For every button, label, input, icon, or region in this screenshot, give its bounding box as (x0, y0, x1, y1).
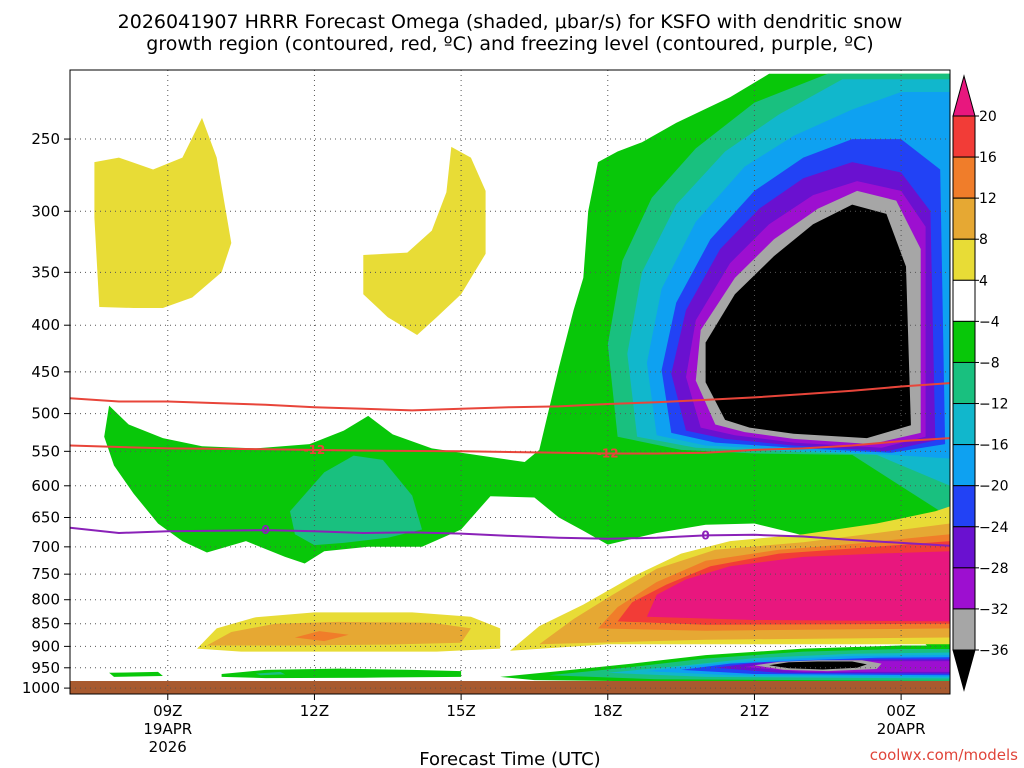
contour-label-2: 0 (261, 523, 269, 537)
x-tick-label-24: 00Z (886, 702, 915, 720)
colorbar-label-8: −16 (979, 438, 1009, 454)
y-tick-label-650: 650 (31, 508, 60, 526)
x-tick-label-9: 09Z (153, 702, 182, 720)
colorbar-label-5: −4 (979, 314, 1000, 330)
shaded-regions (94, 73, 950, 685)
omega-region-0 (94, 117, 232, 309)
credit-text: coolwx.com/models (870, 746, 1018, 764)
contour-label-3: 0 (701, 528, 709, 542)
colorbar-box-3 (952, 238, 976, 281)
y-tick-label-950: 950 (31, 659, 60, 677)
grid (70, 70, 950, 694)
colorbar-label-12: −32 (979, 602, 1009, 618)
colorbar-box-4 (952, 279, 976, 322)
y-tick-label-300: 300 (31, 202, 60, 220)
y-tick-label-850: 850 (31, 615, 60, 633)
colorbar-box-8 (952, 444, 976, 487)
y-tick-label-450: 450 (31, 363, 60, 381)
y-tick-label-350: 350 (31, 263, 60, 281)
chart-title: 2026041907 HRRR Forecast Omega (shaded, … (118, 11, 903, 33)
x-tick-label-21: 21Z (740, 702, 769, 720)
omega-region-30 (221, 668, 462, 679)
dendritic-contour-1 (70, 382, 950, 412)
omega-region-1 (363, 146, 486, 335)
x-tick-label-18: 18Z (593, 702, 622, 720)
omega-region-19 (646, 551, 950, 622)
omega-region-28 (769, 661, 867, 670)
x-axis-title: Forecast Time (UTC) (419, 749, 600, 768)
omega-region-3 (290, 455, 422, 546)
y-tick-label-700: 700 (31, 538, 60, 556)
colorbar-box-10 (952, 526, 976, 569)
omega-region-11 (705, 204, 911, 439)
colorbar: 20 16 12 8 4 −4 −8 −12 −16 −20 −24 −28 −32 −36 (952, 74, 1009, 692)
colorbar-label-10: −24 (979, 520, 1009, 536)
colorbar-label-3: 8 (979, 232, 988, 248)
y-axis: 250 300 350 400 450 500 550 600 650 700 750 800 850 9… (22, 130, 70, 697)
colorbar-label-9: −20 (979, 479, 1009, 495)
y-tick-label-500: 500 (31, 405, 60, 423)
y-tick-label-600: 600 (31, 477, 60, 495)
x-tick-label-12: 12Z (300, 702, 329, 720)
colorbar-box-5 (952, 320, 976, 363)
omega-region-31 (255, 671, 286, 676)
omega-region-29 (109, 671, 163, 677)
x-tick-date-24: 20APR (877, 720, 926, 738)
omega-region-14 (294, 631, 349, 642)
freezing-contour-2 (70, 526, 950, 547)
colorbar-label-6: −8 (979, 355, 1000, 371)
chart-subtitle: growth region (contoured, red, ºC) and f… (146, 33, 873, 55)
y-tick-label-800: 800 (31, 591, 60, 609)
y-tick-label-1000: 1000 (22, 679, 60, 697)
colorbar-label-7: −12 (979, 397, 1009, 413)
x-tick-label-15: 15Z (446, 702, 475, 720)
colorbar-label-4: 4 (979, 273, 988, 289)
colorbar-label-13: −36 (979, 643, 1009, 659)
ground-surface (70, 681, 950, 694)
colorbar-box-9 (952, 485, 976, 528)
colorbar-bottom-arrow (952, 649, 976, 692)
colorbar-label-2: 12 (979, 191, 997, 207)
plot-frame (69, 69, 951, 695)
dendritic-contour-0 (70, 437, 950, 455)
y-tick-label-750: 750 (31, 565, 60, 583)
colorbar-label-0: 20 (979, 109, 997, 125)
colorbar-top-arrow (952, 74, 976, 117)
y-tick-label-250: 250 (31, 130, 60, 148)
colorbar-box-0 (952, 115, 976, 158)
colorbar-box-2 (952, 197, 976, 240)
contour-label-1: -12 (597, 446, 619, 460)
y-tick-label-400: 400 (31, 316, 60, 334)
y-tick-label-550: 550 (31, 442, 60, 460)
contours: -12 -12 0 0 (70, 382, 950, 547)
colorbar-box-6 (952, 361, 976, 405)
y-tick-label-900: 900 (31, 637, 60, 655)
colorbar-box-11 (952, 567, 976, 610)
contour-label-0: -12 (304, 443, 326, 457)
colorbar-box-1 (952, 156, 976, 199)
colorbar-box-7 (952, 403, 976, 446)
x-tick-year-9: 2026 (149, 738, 187, 756)
colorbar-label-1: 16 (979, 150, 997, 166)
colorbar-label-11: −28 (979, 561, 1009, 577)
x-tick-date-9: 19APR (143, 720, 192, 738)
colorbar-box-12 (952, 608, 976, 651)
